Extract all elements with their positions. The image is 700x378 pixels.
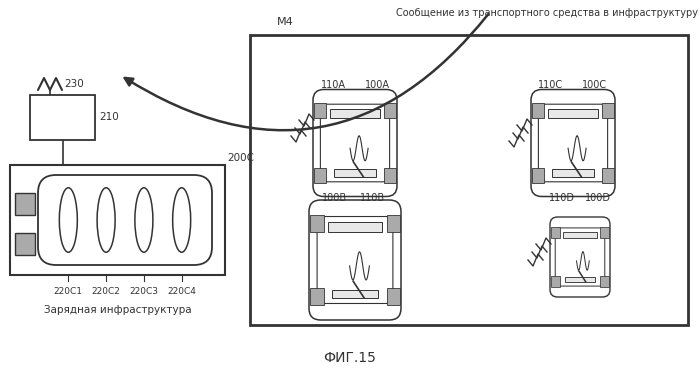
Bar bbox=[386, 215, 400, 232]
Bar bbox=[565, 276, 595, 282]
Bar bbox=[384, 103, 396, 118]
Bar bbox=[552, 169, 594, 177]
Text: 110B: 110B bbox=[360, 193, 386, 203]
Text: 220C3: 220C3 bbox=[130, 287, 158, 296]
Text: 100A: 100A bbox=[365, 80, 389, 90]
Bar bbox=[532, 103, 545, 118]
Bar bbox=[328, 222, 382, 232]
FancyBboxPatch shape bbox=[531, 90, 615, 197]
FancyBboxPatch shape bbox=[38, 175, 212, 265]
Text: 110C: 110C bbox=[538, 80, 564, 90]
Text: 110D: 110D bbox=[549, 193, 575, 203]
Ellipse shape bbox=[135, 188, 153, 252]
Text: 100D: 100D bbox=[585, 193, 611, 203]
Ellipse shape bbox=[60, 188, 77, 252]
Bar bbox=[250, 35, 688, 325]
Bar bbox=[10, 165, 225, 275]
Bar bbox=[601, 276, 609, 287]
Text: 110A: 110A bbox=[321, 80, 346, 90]
FancyBboxPatch shape bbox=[538, 104, 608, 182]
Text: M4: M4 bbox=[276, 17, 293, 27]
Bar bbox=[548, 109, 598, 118]
Bar bbox=[314, 168, 326, 183]
FancyBboxPatch shape bbox=[555, 228, 605, 286]
Bar bbox=[551, 227, 560, 238]
FancyBboxPatch shape bbox=[313, 90, 397, 197]
Bar bbox=[332, 290, 379, 298]
Text: 220C1: 220C1 bbox=[54, 287, 83, 296]
Bar bbox=[386, 288, 400, 305]
Text: 230: 230 bbox=[64, 79, 84, 89]
FancyBboxPatch shape bbox=[550, 217, 610, 297]
Text: Зарядная инфраструктура: Зарядная инфраструктура bbox=[43, 305, 191, 315]
FancyBboxPatch shape bbox=[317, 217, 393, 304]
Text: 220C2: 220C2 bbox=[92, 287, 120, 296]
Bar bbox=[330, 109, 379, 118]
Bar bbox=[30, 95, 95, 140]
Bar bbox=[384, 168, 396, 183]
Bar bbox=[15, 233, 35, 255]
Text: 100C: 100C bbox=[582, 80, 608, 90]
Bar bbox=[532, 168, 545, 183]
Bar bbox=[334, 169, 377, 177]
Text: 200C: 200C bbox=[227, 153, 254, 163]
Bar bbox=[551, 276, 560, 287]
Bar bbox=[310, 288, 323, 305]
Bar bbox=[601, 227, 609, 238]
Ellipse shape bbox=[97, 188, 115, 252]
Text: 100B: 100B bbox=[323, 193, 348, 203]
Bar bbox=[602, 103, 614, 118]
FancyBboxPatch shape bbox=[309, 200, 401, 320]
Ellipse shape bbox=[173, 188, 190, 252]
FancyBboxPatch shape bbox=[321, 104, 390, 182]
Text: ФИГ.15: ФИГ.15 bbox=[323, 351, 377, 365]
Bar bbox=[310, 215, 323, 232]
Text: 210: 210 bbox=[99, 113, 119, 122]
Bar bbox=[602, 168, 614, 183]
Bar bbox=[563, 232, 597, 238]
Text: Сообщение из транспортного средства в инфраструктуру: Сообщение из транспортного средства в ин… bbox=[396, 8, 698, 18]
Bar bbox=[314, 103, 326, 118]
Text: 220C4: 220C4 bbox=[167, 287, 196, 296]
Bar bbox=[15, 193, 35, 215]
